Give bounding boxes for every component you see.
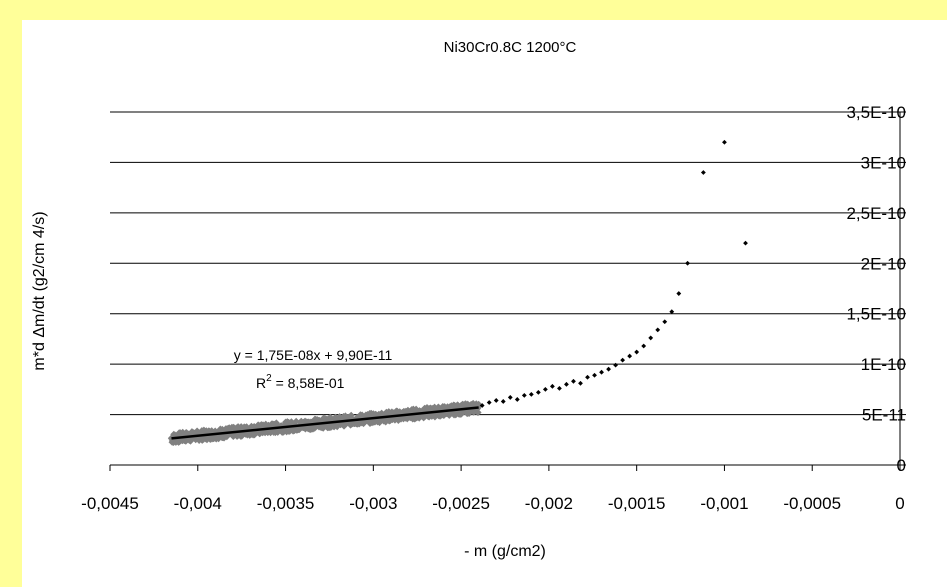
trendline-equation: y = 1,75E-08x + 9,90E-11: [234, 347, 393, 363]
data-point: [685, 260, 690, 266]
data-point: [521, 393, 527, 398]
x-tick-label: -0,0005: [783, 494, 841, 513]
y-tick-label: 3E-10: [861, 153, 906, 172]
data-point: [514, 397, 520, 402]
data-point: [542, 386, 548, 392]
x-tick-label: -0,0025: [432, 494, 490, 513]
chart-area: [22, 20, 947, 587]
y-axis-label: m*d Δm/dt (g2/cm 4/s): [31, 211, 48, 370]
band-point: [215, 435, 223, 443]
data-point: [613, 362, 618, 368]
trendline-group: [171, 406, 479, 440]
y-tick-label: 2E-10: [861, 254, 906, 273]
band-point: [440, 411, 448, 419]
x-axis-label: - m (g/cm2): [464, 543, 546, 560]
chart-title: Ni30Cr0.8C 1200°C: [444, 39, 577, 56]
band-point: [347, 411, 355, 419]
x-tick-label: -0,0045: [81, 494, 139, 513]
data-point: [500, 399, 506, 404]
band-point: [287, 418, 295, 426]
data-point: [535, 389, 541, 395]
data-point: [557, 385, 562, 391]
data-point: [662, 319, 668, 325]
data-point: [528, 392, 534, 397]
data-point: [743, 240, 748, 246]
x-tick-label: -0,0015: [608, 494, 666, 513]
x-tick-label: -0,001: [700, 494, 748, 513]
data-point: [592, 372, 597, 378]
data-point: [493, 398, 499, 403]
r-squared-label: R2 = 8,58E-01: [256, 373, 345, 391]
x-tick-label: 0: [895, 494, 904, 513]
y-tick-label: 1E-10: [861, 355, 906, 374]
data-point: [571, 378, 576, 384]
grid-lines: [110, 111, 900, 416]
y-tick-label: 1,5E-10: [846, 305, 906, 324]
data-point: [585, 374, 590, 380]
x-tick-labels: -0,0045 -0,004 -0,0035 -0,003 -0,0025 -0,002 -…: [81, 494, 905, 513]
data-point: [648, 335, 654, 341]
r2-prefix: R: [256, 375, 266, 391]
trendline: [171, 406, 479, 440]
y-tick-label: 2,5E-10: [846, 204, 906, 223]
data-point: [669, 309, 675, 315]
axes: [109, 111, 906, 471]
band-point: [474, 408, 482, 417]
data-points: [479, 139, 748, 408]
data-point: [507, 395, 513, 400]
data-point: [550, 383, 555, 389]
x-tick-label: -0,004: [174, 494, 222, 513]
band-point: [475, 400, 483, 408]
data-point: [655, 327, 661, 333]
r2-value: = 8,58E-01: [272, 375, 345, 391]
y-tick-label: 3,5E-10: [846, 103, 906, 122]
y-tick-label: 0: [897, 456, 906, 475]
band-point: [430, 403, 439, 411]
band-point: [326, 413, 334, 421]
data-point: [564, 381, 569, 387]
data-point: [606, 366, 611, 372]
data-point: [641, 343, 647, 349]
band-point: [220, 434, 228, 442]
data-point: [620, 357, 626, 363]
x-tick-label: -0,0035: [257, 494, 315, 513]
data-point: [722, 139, 727, 145]
data-point: [634, 349, 640, 355]
data-point: [486, 400, 492, 405]
y-tick-labels: 0 5E-11 1E-10 1,5E-10 2E-10 2,5E-10 3E-10 3,5E-…: [846, 103, 906, 475]
x-tick-label: -0,003: [349, 494, 397, 513]
data-point: [578, 380, 583, 386]
data-point: [627, 353, 633, 359]
band-point: [344, 419, 352, 427]
x-tick-label: -0,002: [525, 494, 573, 513]
r2-sup: 2: [266, 373, 272, 384]
y-tick-label: 5E-11: [862, 406, 906, 425]
data-point: [599, 369, 604, 375]
data-point: [479, 403, 485, 408]
data-point: [676, 291, 682, 296]
band-point: [179, 428, 187, 436]
data-point: [700, 170, 706, 175]
